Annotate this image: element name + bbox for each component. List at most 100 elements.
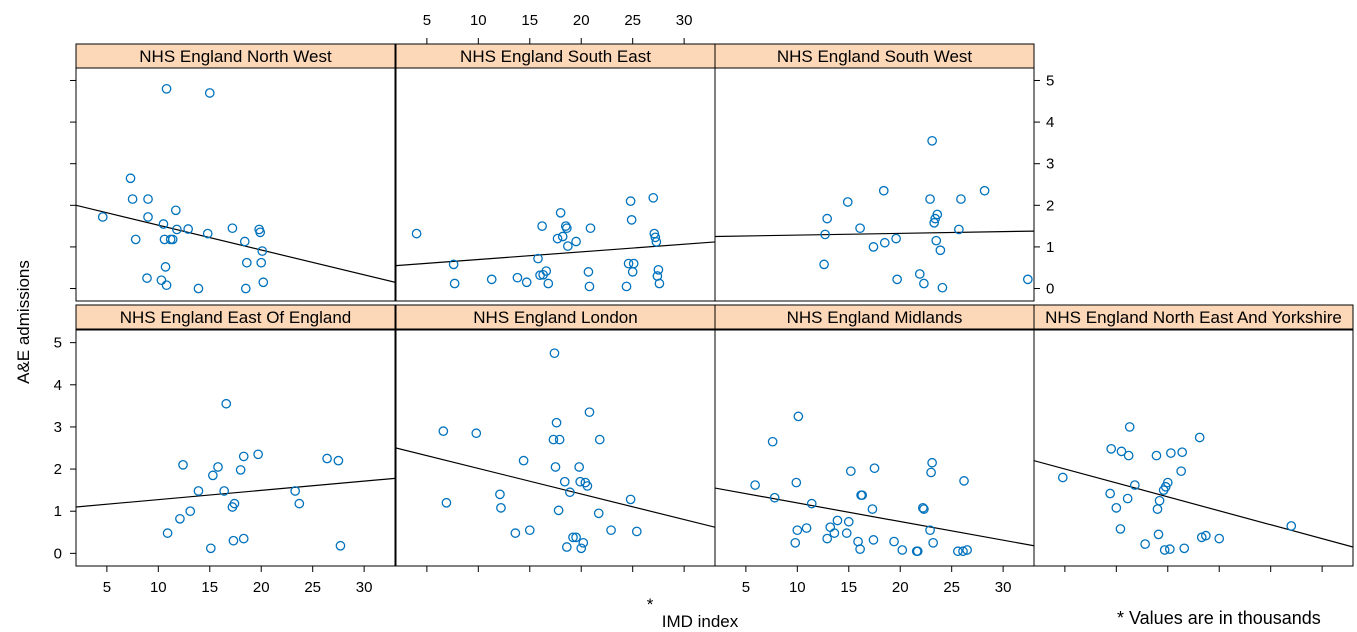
data-point: [238, 533, 249, 544]
data-point: [256, 257, 267, 268]
panel-7: NHS England North East And Yorkshire: [1033, 304, 1354, 572]
data-point: [1164, 544, 1175, 554]
panel-2: NHS England South East 5 10 15 20 25 30: [395, 12, 716, 302]
data-point: [931, 235, 942, 246]
panel-title: NHS England North West: [139, 47, 332, 66]
trend-line: [76, 477, 395, 508]
data-point: [1122, 493, 1133, 504]
data-point: [868, 535, 879, 545]
data-point: [962, 545, 972, 555]
data-point: [857, 490, 868, 501]
panel-frame: [75, 67, 396, 302]
data-point: [554, 434, 565, 445]
data-point: [653, 264, 664, 275]
data-point: [202, 228, 213, 239]
data-point: [929, 217, 940, 228]
data-point: [193, 283, 204, 294]
data-point: [919, 504, 929, 514]
data-point: [1200, 530, 1211, 541]
x-tick-label: 20: [253, 579, 270, 596]
data-point: [167, 234, 178, 245]
data-point: [125, 173, 136, 184]
data-point: [767, 436, 778, 447]
data-point: [868, 242, 879, 252]
data-point: [822, 533, 833, 544]
data-point: [550, 462, 561, 472]
x-tick-label: 20: [892, 579, 909, 596]
data-point: [205, 543, 216, 554]
data-point: [1116, 446, 1127, 457]
trend-line: [396, 447, 715, 528]
data-point: [541, 266, 552, 276]
data-point: [130, 234, 141, 245]
data-point: [927, 457, 937, 468]
data-point: [143, 212, 153, 222]
y-tick-label: 0: [54, 545, 62, 562]
y-tick-label: 2: [1046, 197, 1054, 214]
data-point: [575, 476, 586, 487]
data-point: [537, 221, 547, 231]
data-point: [486, 274, 497, 285]
data-point: [584, 407, 595, 418]
data-point: [1179, 543, 1190, 554]
panel-title: NHS England South East: [460, 47, 651, 66]
data-point: [979, 185, 990, 196]
data-point: [228, 535, 239, 546]
data-point: [820, 229, 830, 240]
data-point: [845, 466, 856, 477]
data-point: [841, 528, 852, 538]
data-point: [543, 278, 554, 289]
data-point: [227, 223, 238, 234]
data-point: [239, 236, 250, 247]
x-tick-label: 20: [573, 12, 590, 29]
panel-strip: [714, 43, 1035, 69]
panel-3: NHS England South West 0 1 2 3 4 5: [714, 43, 1054, 302]
y-tick-label: 2: [54, 461, 62, 478]
data-point: [793, 411, 804, 422]
panel-title: NHS England East Of England: [120, 308, 352, 327]
data-point: [156, 275, 167, 286]
data-point: [561, 542, 572, 552]
data-point: [1115, 524, 1126, 534]
data-point: [255, 227, 266, 238]
data-point: [258, 277, 269, 288]
data-point: [855, 544, 865, 554]
data-point: [626, 215, 637, 225]
data-point: [891, 233, 901, 244]
data-point: [1176, 466, 1187, 477]
data-point: [185, 506, 196, 517]
y-tick-label: 3: [54, 419, 62, 436]
data-point: [565, 487, 575, 498]
data-point: [1162, 477, 1173, 488]
data-point: [213, 462, 223, 472]
data-point: [919, 278, 929, 289]
data-point: [832, 515, 843, 526]
data-point: [553, 505, 564, 516]
data-point: [792, 525, 803, 536]
data-point: [253, 449, 263, 460]
data-point: [521, 277, 532, 288]
data-point: [335, 540, 346, 551]
data-point: [1057, 472, 1068, 483]
data-point: [621, 281, 632, 292]
data-point: [651, 237, 662, 247]
data-point: [806, 498, 817, 509]
data-point: [571, 532, 581, 543]
data-point: [229, 498, 240, 509]
x-tick-label: 5: [742, 579, 750, 596]
data-point: [1166, 448, 1176, 458]
data-point: [606, 525, 616, 536]
data-point: [471, 428, 482, 439]
data-point: [879, 237, 890, 248]
data-point: [574, 462, 585, 472]
panel-strip: [714, 304, 1035, 330]
trend-line: [715, 230, 1034, 238]
x-tick-label: 15: [201, 579, 218, 596]
data-point: [1111, 502, 1122, 513]
data-point: [143, 194, 153, 204]
data-point: [954, 224, 964, 235]
data-point: [925, 525, 935, 536]
data-point: [183, 224, 194, 234]
data-point: [953, 546, 963, 557]
